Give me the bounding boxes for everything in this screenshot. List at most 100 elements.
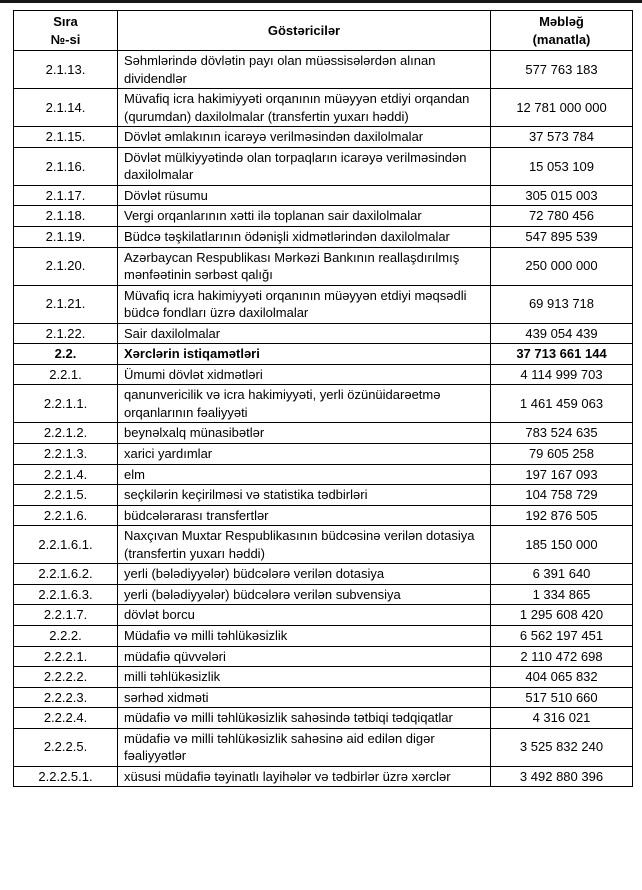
amount-cell: 192 876 505 — [490, 504, 633, 527]
table-row: 2.2.2.1. müdafiə qüvvələri 2 110 472 698 — [13, 645, 633, 668]
row-number-cell: 2.2.1.6.3. — [13, 583, 118, 606]
row-number-cell: 2.2.1.6.2. — [13, 563, 118, 585]
indicator-cell: sərhəd xidməti — [117, 686, 491, 709]
amount-cell: 37 573 784 — [490, 126, 633, 148]
indicator-cell: Büdcə təşkilatlarının ödənişli xidmətlər… — [117, 226, 491, 248]
amount-cell: 185 150 000 — [490, 525, 633, 565]
indicator-cell: Vergi orqanlarının xətti ilə toplanan sa… — [117, 205, 491, 228]
table-row: 2.1.17. Dövlət rüsumu 305 015 003 — [13, 184, 633, 207]
table-row: 2.2.2.2. milli təhlükəsizlik 404 065 832 — [13, 666, 633, 688]
indicator-cell: elm — [117, 463, 491, 486]
amount-cell: 197 167 093 — [490, 463, 633, 486]
amount-cell: 305 015 003 — [490, 184, 633, 207]
amount-cell: 104 758 729 — [490, 484, 633, 506]
indicator-cell: Ümumi dövlət xidmətləri — [117, 363, 491, 386]
row-number-cell: 2.2.1.3. — [13, 443, 118, 465]
indicator-cell: Dövlət əmlakının icarəyə verilməsindən d… — [117, 126, 491, 148]
amount-cell: 547 895 539 — [490, 226, 633, 248]
amount-cell: 783 524 635 — [490, 422, 633, 445]
table-row: 2.2.1.6.3. yerli (bələdiyyələr) büdcələr… — [13, 583, 633, 606]
row-number-cell: 2.2.1.2. — [13, 422, 118, 445]
indicator-cell: müdafiə və milli təhlükəsizlik sahəsində… — [117, 707, 491, 729]
indicator-cell: müdafiə və milli təhlükəsizlik sahəsinə … — [117, 727, 491, 767]
indicator-cell: qanunvericilik və icra hakimiyyəti, yerl… — [117, 384, 491, 424]
table-row: 2.2.1.4. elm 197 167 093 — [13, 463, 633, 486]
indicator-cell: Naxçıvan Muxtar Respublikasının büdcəsin… — [117, 525, 491, 565]
column-header-amount: Məbləğ (manatla) — [490, 9, 633, 52]
indicator-cell: Xərclərin istiqamətləri — [117, 343, 491, 365]
row-number-cell: 2.1.15. — [13, 126, 118, 148]
row-number-cell: 2.2.2.3. — [13, 686, 118, 709]
amount-cell: 4 316 021 — [490, 707, 633, 729]
indicator-cell: Müdafiə və milli təhlükəsizlik — [117, 624, 491, 647]
table-row: 2.2.1.7. dövlət borcu 1 295 608 420 — [13, 604, 633, 626]
table-row: 2.2.1.2. beynəlxalq münasibətlər 783 524… — [13, 422, 633, 445]
table-row: 2.2.1.6. büdcələrarası transfertlər 192 … — [13, 504, 633, 527]
amount-cell: 1 334 865 — [490, 583, 633, 606]
amount-cell: 4 114 999 703 — [490, 363, 633, 386]
table-row: 2.2. Xərclərin istiqamətləri 37 713 661 … — [13, 343, 633, 365]
table-row: 2.1.21. Müvafiq icra hakimiyyəti orqanın… — [13, 284, 633, 324]
row-number-cell: 2.2.2.2. — [13, 666, 118, 688]
amount-cell: 517 510 660 — [490, 686, 633, 709]
table-header-row: Sıra №-si Göstəricilər Məbləğ (manatla) — [13, 9, 633, 52]
indicator-cell: yerli (bələdiyyələr) büdcələrə verilən d… — [117, 563, 491, 585]
table-row: 2.1.20. Azərbaycan Respublikası Mərkəzi … — [13, 246, 633, 286]
row-number-cell: 2.2.2.1. — [13, 645, 118, 668]
row-number-cell: 2.2.2.4. — [13, 707, 118, 729]
amount-cell: 404 065 832 — [490, 666, 633, 688]
amount-cell: 1 295 608 420 — [490, 604, 633, 626]
table-row: 2.2.1.1. qanunvericilik və icra hakimiyy… — [13, 384, 633, 424]
column-header-row-number: Sıra №-si — [13, 9, 118, 52]
table-row: 2.1.19. Büdcə təşkilatlarının ödənişli x… — [13, 226, 633, 248]
table-row: 2.2.2.5.1. xüsusi müdafiə təyinatlı layi… — [13, 765, 633, 788]
indicator-cell: müdafiə qüvvələri — [117, 645, 491, 668]
indicator-cell: xüsusi müdafiə təyinatlı layihələr və tə… — [117, 765, 491, 788]
row-number-cell: 2.2.2. — [13, 624, 118, 647]
table-row: 2.1.14. Müvafiq icra hakimiyyəti orqanın… — [13, 88, 633, 128]
indicator-cell: büdcələrarası transfertlər — [117, 504, 491, 527]
amount-cell: 6 562 197 451 — [490, 624, 633, 647]
indicator-cell: Dövlət mülkiyyətində olan torpaqların ic… — [117, 146, 491, 186]
row-number-cell: 2.1.22. — [13, 322, 118, 345]
indicator-cell: Müvafiq icra hakimiyyəti orqanının müəyy… — [117, 284, 491, 324]
table-row: 2.1.16. Dövlət mülkiyyətində olan torpaq… — [13, 146, 633, 186]
table-row: 2.2.1.3. xarici yardımlar 79 605 258 — [13, 443, 633, 465]
table-row: 2.1.15. Dövlət əmlakının icarəyə verilmə… — [13, 126, 633, 148]
row-number-cell: 2.2.1.6.1. — [13, 525, 118, 565]
row-number-cell: 2.2.1.5. — [13, 484, 118, 506]
indicator-cell: yerli (bələdiyyələr) büdcələrə verilən s… — [117, 583, 491, 606]
indicator-cell: dövlət borcu — [117, 604, 491, 626]
indicator-cell: Sair daxilolmalar — [117, 322, 491, 345]
indicator-cell: milli təhlükəsizlik — [117, 666, 491, 688]
amount-cell: 250 000 000 — [490, 246, 633, 286]
row-number-cell: 2.1.18. — [13, 205, 118, 228]
amount-cell: 72 780 456 — [490, 205, 633, 228]
row-number-cell: 2.1.19. — [13, 226, 118, 248]
row-number-cell: 2.1.17. — [13, 184, 118, 207]
row-number-cell: 2.2.1.7. — [13, 604, 118, 626]
amount-cell: 15 053 109 — [490, 146, 633, 186]
budget-table: Sıra №-si Göstəricilər Məbləğ (manatla) … — [13, 9, 633, 788]
column-header-indicators: Göstəricilər — [117, 9, 491, 52]
table-row: 2.2.1.5. seçkilərin keçirilməsi və stati… — [13, 484, 633, 506]
table-row: 2.2.2. Müdafiə və milli təhlükəsizlik 6 … — [13, 624, 633, 647]
row-number-cell: 2.2.1. — [13, 363, 118, 386]
row-number-cell: 2.1.21. — [13, 284, 118, 324]
row-number-cell: 2.2.1.4. — [13, 463, 118, 486]
amount-cell: 439 054 439 — [490, 322, 633, 345]
table-row: 2.2.2.3. sərhəd xidməti 517 510 660 — [13, 686, 633, 709]
amount-cell: 3 525 832 240 — [490, 727, 633, 767]
table-row: 2.2.2.4. müdafiə və milli təhlükəsizlik … — [13, 707, 633, 729]
amount-cell: 2 110 472 698 — [490, 645, 633, 668]
table-row: 2.2.1.6.2. yerli (bələdiyyələr) büdcələr… — [13, 563, 633, 585]
row-number-cell: 2.2.2.5.1. — [13, 765, 118, 788]
row-number-cell: 2.1.16. — [13, 146, 118, 186]
table-row: 2.2.1.6.1. Naxçıvan Muxtar Respublikasın… — [13, 525, 633, 565]
amount-cell: 3 492 880 396 — [490, 765, 633, 788]
table-row: 2.1.18. Vergi orqanlarının xətti ilə top… — [13, 205, 633, 228]
amount-cell: 37 713 661 144 — [490, 343, 633, 365]
amount-cell: 69 913 718 — [490, 284, 633, 324]
amount-cell: 12 781 000 000 — [490, 88, 633, 128]
row-number-cell: 2.2.2.5. — [13, 727, 118, 767]
